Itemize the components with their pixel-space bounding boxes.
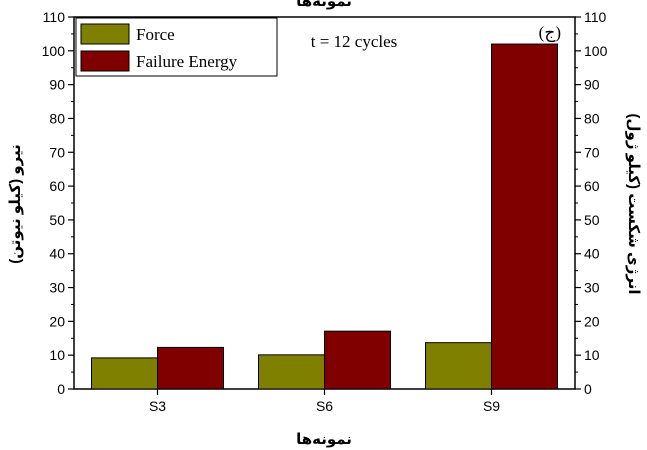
left-tick-label: 20 <box>49 313 65 329</box>
x-tick-label-s6: S6 <box>316 398 333 414</box>
legend-label-failure-energy: Failure Energy <box>136 52 238 71</box>
left-tick-label: 80 <box>49 110 65 126</box>
annotation-text: t = 12 cycles <box>311 32 398 51</box>
left-tick-label: 10 <box>49 347 65 363</box>
legend-swatch-force <box>80 23 130 45</box>
bar-force-s3 <box>91 357 158 390</box>
left-tick-label: 60 <box>49 178 65 194</box>
right-tick-label: 90 <box>584 77 600 93</box>
right-tick-label: 80 <box>584 110 600 126</box>
right-tick-label: 40 <box>584 246 600 262</box>
right-axis-title: انرژی شکست (کیلو ژول) <box>625 114 642 295</box>
bar-failure-energy-s3 <box>157 346 224 390</box>
legend-label-force: Force <box>136 25 175 44</box>
left-tick-label: 50 <box>49 212 65 228</box>
right-tick-label: 0 <box>584 381 592 397</box>
bars-group <box>91 43 558 390</box>
left-tick-label: 70 <box>49 144 65 160</box>
right-tick-label: 70 <box>584 144 600 160</box>
left-axis-ticks: 0 10 20 30 40 50 60 70 80 90 100 110 <box>42 9 74 397</box>
bar-failure-energy-s9 <box>491 43 558 390</box>
legend-swatch-failure-energy <box>80 50 130 72</box>
x-tick-label-s3: S3 <box>149 398 166 414</box>
right-tick-label: 60 <box>584 178 600 194</box>
right-tick-label: 10 <box>584 347 600 363</box>
left-tick-label: 100 <box>42 43 66 59</box>
left-tick-label: 40 <box>49 246 65 262</box>
left-tick-label: 30 <box>49 280 65 296</box>
bar-force-s9 <box>425 342 492 390</box>
right-tick-label: 30 <box>584 280 600 296</box>
right-tick-label: 100 <box>584 43 608 59</box>
right-tick-label: 50 <box>584 212 600 228</box>
right-tick-label: 20 <box>584 313 600 329</box>
panel-label: (ج) <box>539 23 561 43</box>
left-tick-label: 90 <box>49 77 65 93</box>
bar-failure-energy-s6 <box>324 330 391 390</box>
x-axis-ticks: S3 S6 S9 <box>149 389 500 414</box>
x-tick-label-s9: S9 <box>483 398 500 414</box>
left-tick-label: 110 <box>43 9 66 25</box>
legend: Force Failure Energy <box>75 17 278 77</box>
bar-force-s6 <box>258 354 325 390</box>
left-axis-title: نیرو (کیلو نیوتن) <box>7 144 24 263</box>
chart-title: نمونه‌ها <box>296 0 352 10</box>
x-axis-title: نمونه‌ها <box>296 431 352 448</box>
right-tick-label: 110 <box>584 9 607 25</box>
right-axis-ticks: 0 10 20 30 40 50 60 70 80 90 100 110 <box>575 9 608 397</box>
left-tick-label: 0 <box>57 381 65 397</box>
